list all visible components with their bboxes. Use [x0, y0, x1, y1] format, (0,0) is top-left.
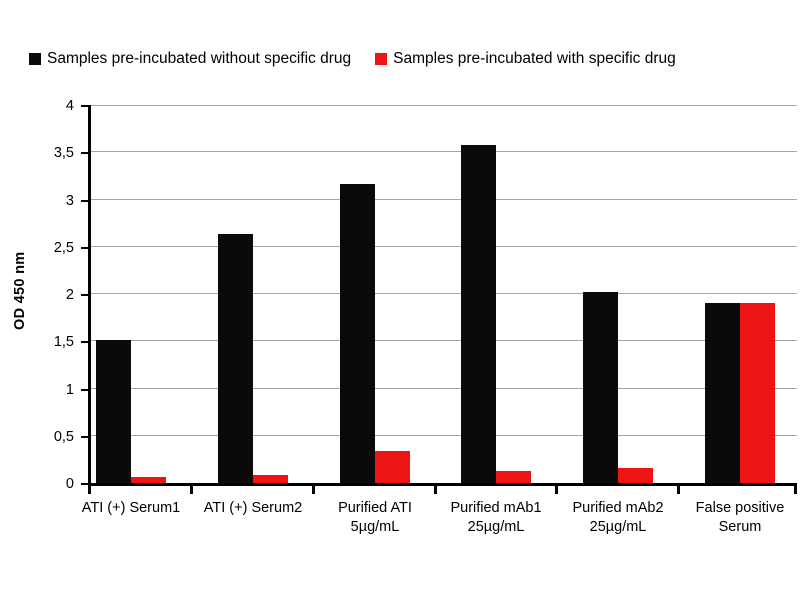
bar-without-drug-3 [340, 184, 375, 483]
gridline [91, 151, 797, 152]
legend-item-without-drug: Samples pre-incubated without specific d… [29, 50, 351, 68]
x-axis-label: Purified mAb2 25µg/mL [572, 500, 664, 535]
y-tick-label: 2,5 [53, 240, 74, 256]
legend-item-with-drug: Samples pre-incubated with specific drug [375, 50, 676, 68]
x-tick-mark [555, 486, 558, 494]
x-axis-label: ATI (+) Serum2 [203, 500, 303, 516]
x-axis-label: Purified ATI 5µg/mL [338, 500, 412, 535]
gridline [91, 293, 797, 294]
y-axis-ticks: 0 0,5 1 1,5 2 2,5 3 3,5 4 [0, 98, 88, 492]
bar-without-drug-6 [705, 302, 740, 483]
gridline [91, 340, 797, 341]
gridline [91, 388, 797, 389]
y-tick-mark [81, 247, 88, 249]
y-tick-mark [81, 436, 88, 438]
y-tick-mark [81, 294, 88, 296]
bar-without-drug-4 [461, 144, 496, 483]
y-tick-mark [81, 200, 88, 202]
gridline [91, 105, 797, 106]
bar-without-drug-2 [218, 234, 253, 483]
legend-label-without-drug: Samples pre-incubated without specific d… [47, 50, 352, 67]
x-tick-mark [434, 486, 437, 494]
x-axis-ticks [88, 486, 800, 496]
plot-area [88, 105, 797, 486]
legend-swatch-red-icon [375, 53, 388, 65]
y-tick-mark [81, 483, 88, 485]
bar-with-drug-3 [375, 450, 410, 483]
chart-legend: Samples pre-incubated without specific d… [29, 50, 676, 68]
x-tick-mark [312, 486, 315, 494]
x-axis-label: ATI (+) Serum1 [81, 500, 181, 516]
y-tick-mark [81, 105, 88, 107]
y-tick-mark [81, 152, 88, 154]
bar-with-drug-5 [618, 467, 653, 483]
y-tick-mark [81, 341, 88, 343]
x-tick-mark [88, 486, 91, 494]
gridline [91, 199, 797, 200]
x-tick-mark [794, 486, 797, 494]
y-tick-label: 4 [65, 98, 74, 114]
y-tick-label: 3,5 [53, 145, 74, 161]
y-tick-label: 1,5 [53, 334, 74, 350]
y-tick-label: 3 [65, 193, 74, 209]
bar-with-drug-4 [496, 470, 531, 483]
legend-label-with-drug: Samples pre-incubated with specific drug [393, 50, 676, 67]
bar-with-drug-2 [253, 475, 288, 483]
y-tick-label: 0,5 [53, 429, 74, 445]
y-tick-label: 1 [65, 382, 74, 398]
gridline [91, 435, 797, 436]
bar-with-drug-6 [740, 302, 775, 483]
y-tick-mark [81, 389, 88, 391]
legend-swatch-black-icon [29, 53, 41, 65]
x-tick-mark [190, 486, 193, 494]
y-tick-label: 0 [65, 476, 74, 492]
y-tick-label: 2 [65, 287, 74, 303]
x-axis-label: Purified mAb1 25µg/mL [450, 500, 542, 535]
bar-without-drug-1 [96, 340, 131, 483]
gridline [91, 246, 797, 247]
bar-with-drug-1 [131, 477, 166, 483]
bar-without-drug-5 [583, 292, 618, 483]
x-axis-label: False positive Serum [695, 500, 785, 535]
x-tick-mark [677, 486, 680, 494]
